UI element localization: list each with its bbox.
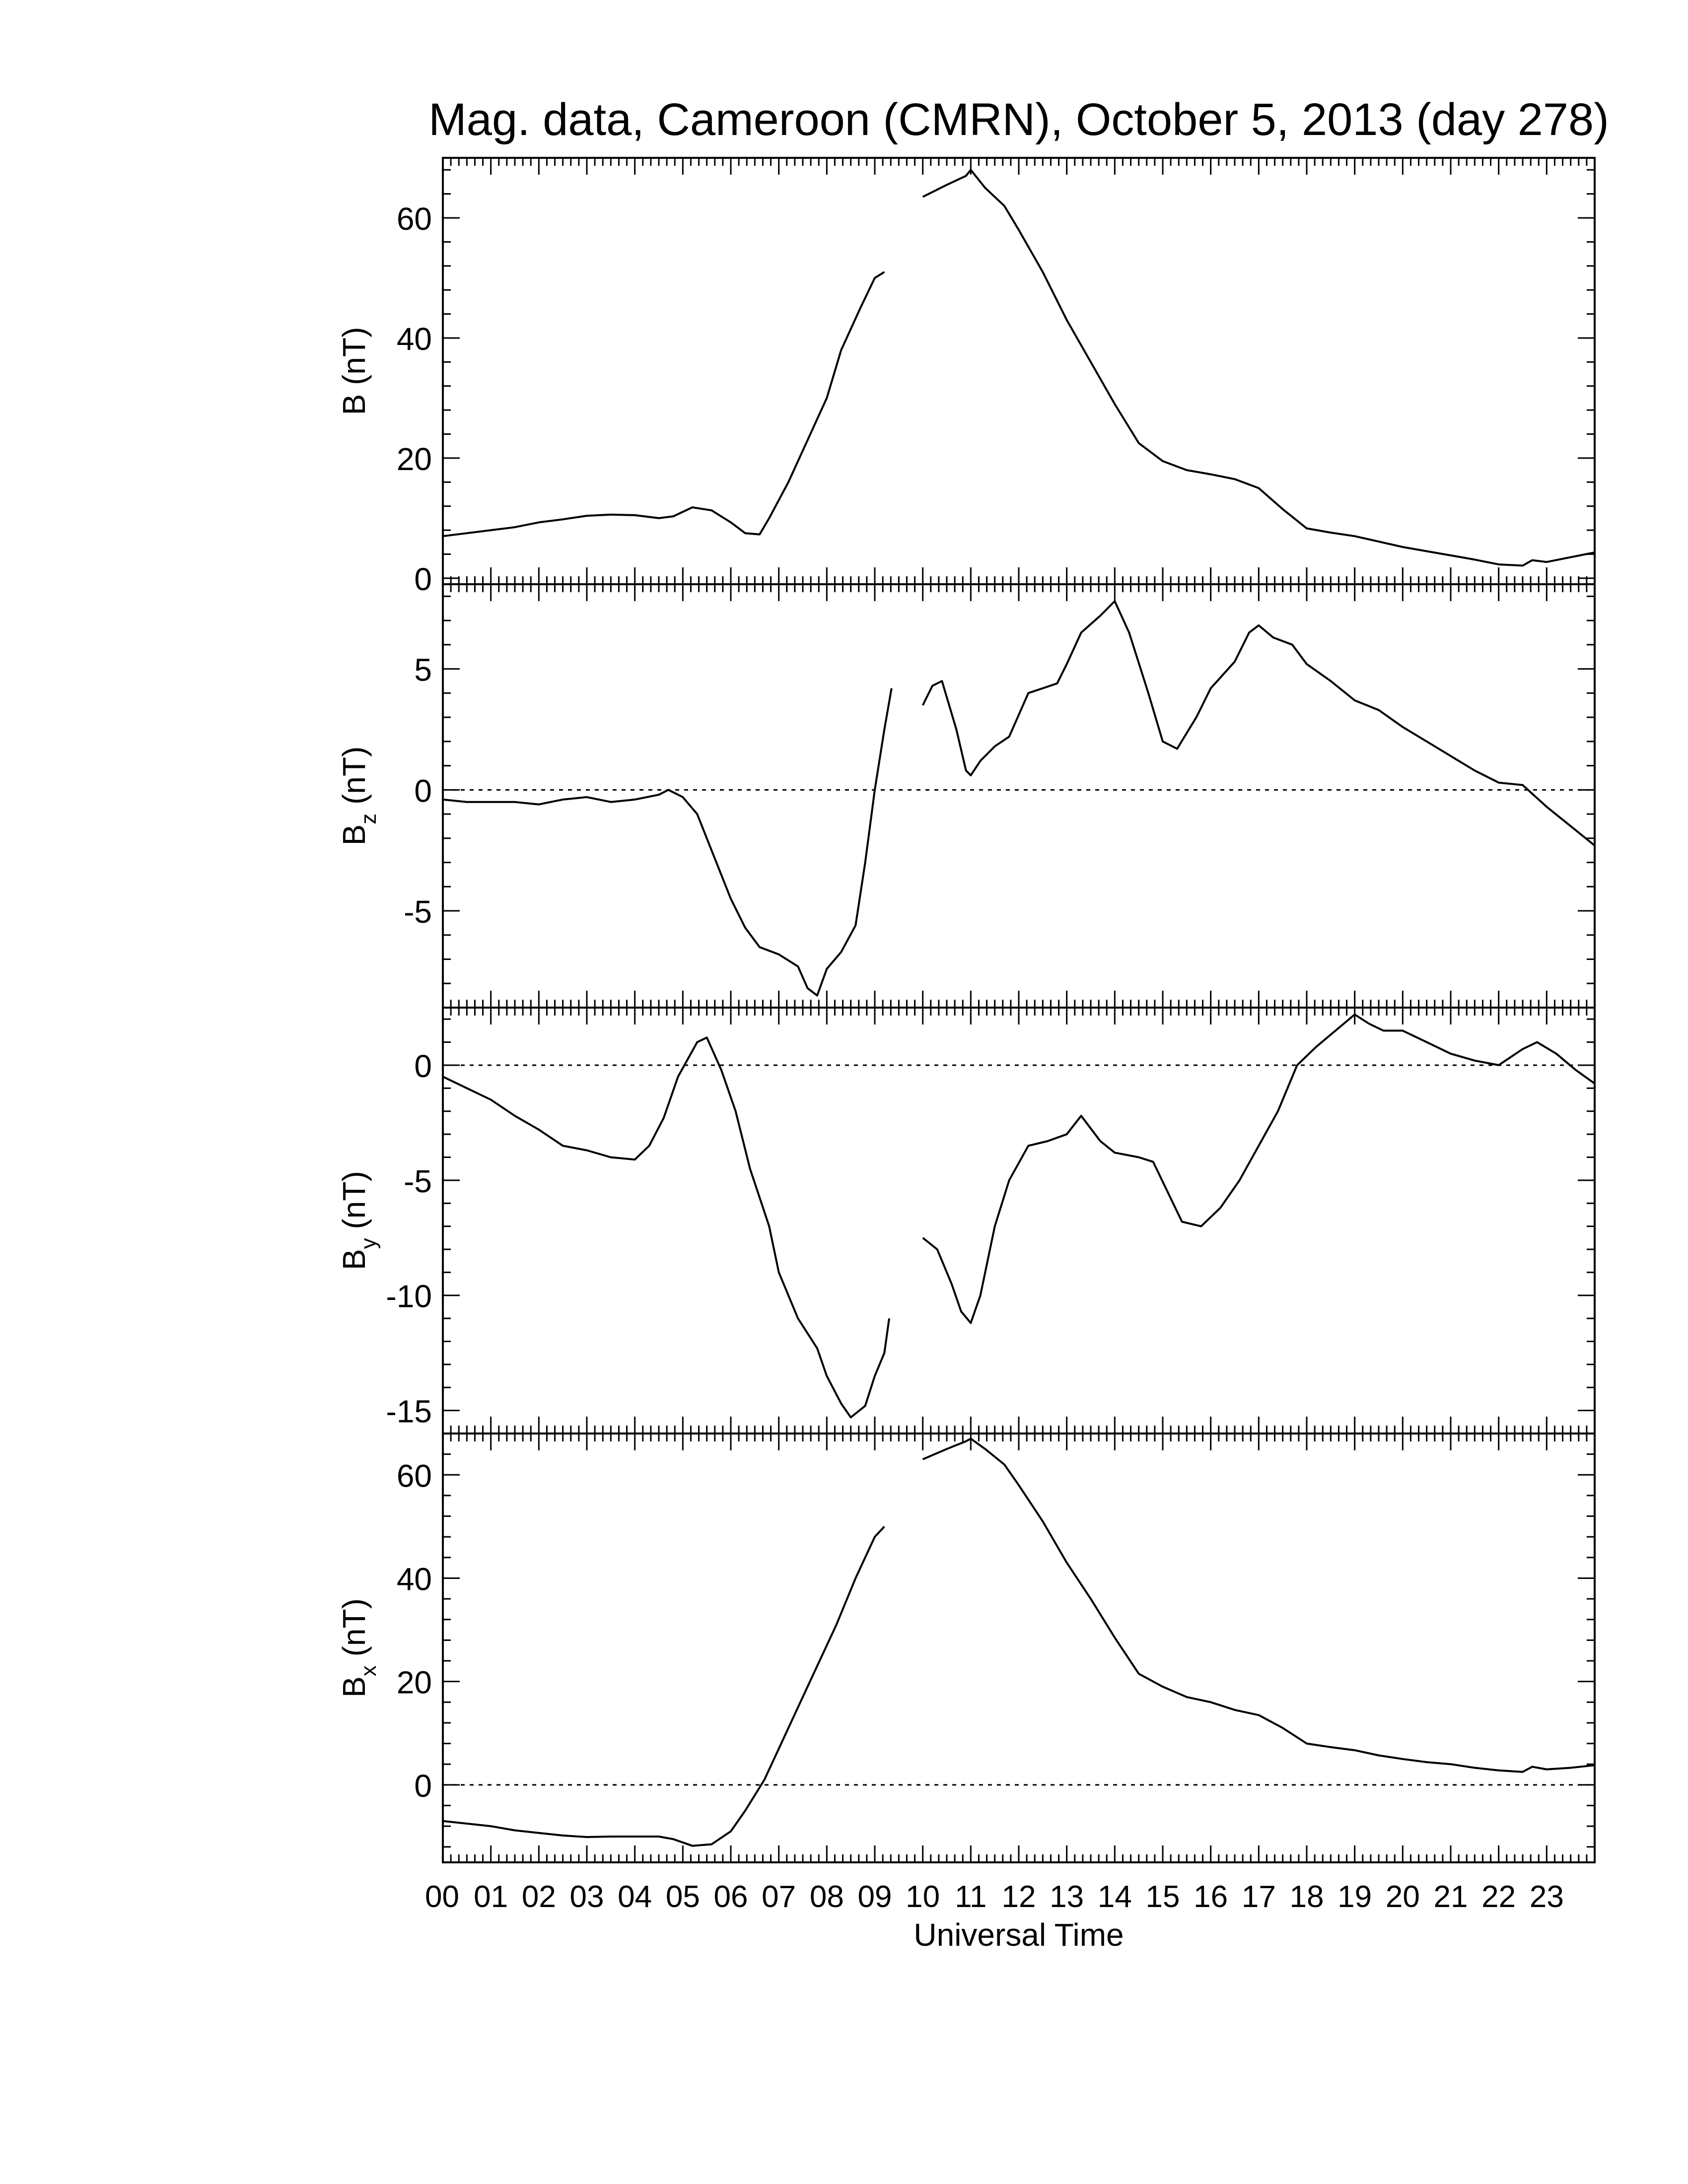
x-ticks [442,1008,1596,1433]
x-tick-label: 07 [762,1880,796,1914]
x-tick-label: 10 [906,1880,940,1914]
x-tick-label: 15 [1146,1880,1180,1914]
y-tick-labels: 0 20 40 60 [397,201,432,597]
series-line [442,688,893,997]
y-tick-label: -10 [386,1279,432,1314]
y-tick-label: 40 [397,1561,432,1597]
y-tick-label: -15 [386,1394,432,1430]
plot-frame [442,1433,1596,1863]
x-tick-labels: 00 01 02 03 04 05 06 07 08 09 10 11 12 13 14 15 16 17 18 19… [425,1880,1564,1914]
plot-frame [442,157,1596,585]
y-tick-label: 20 [397,441,432,477]
x-tick-label: 08 [810,1880,844,1914]
series-line [442,1036,890,1419]
y-tick-label: -5 [404,894,432,930]
y-tick-label: 0 [414,1768,432,1804]
x-ticks [442,584,1596,1008]
y-tick-labels: -15 -10 -5 0 [386,1048,432,1430]
plot-frame [442,1007,1596,1434]
x-ticks [442,1433,1596,1862]
panel-by: -15 -10 -5 0 By (nT) [336,1007,1596,1434]
x-tick-label: 05 [666,1880,700,1914]
x-tick-label: 22 [1481,1880,1516,1914]
x-tick-label: 13 [1050,1880,1084,1914]
y-tick-label: 5 [414,652,432,688]
y-tick-label: 60 [397,1458,432,1494]
series [442,600,1596,997]
series [442,1013,1596,1419]
x-tick-label: 00 [425,1880,459,1914]
series-line [921,600,1596,846]
series-line [442,271,885,538]
y-tick-label: 60 [397,201,432,237]
panel-b: 0 20 40 60 B (nT) [336,157,1596,597]
x-tick-label: 12 [1002,1880,1036,1914]
y-axis-label: Bx (nT) [336,1598,381,1698]
y-axis-label: Bz (nT) [336,747,381,846]
x-tick-label: 21 [1434,1880,1468,1914]
y-tick-labels: -5 0 5 [404,652,432,930]
x-tick-label: 17 [1242,1880,1276,1914]
x-axis-label: Universal Time [914,1917,1124,1953]
y-tick-label: -5 [404,1163,432,1199]
x-tick-label: 14 [1098,1880,1132,1914]
x-tick-label: 18 [1290,1880,1324,1914]
x-tick-label: 09 [858,1880,892,1914]
x-tick-label: 23 [1530,1880,1564,1914]
y-tick-label: 40 [397,321,432,357]
panel-bx: 0 20 40 60 Bx (nT) [336,1433,1596,1863]
x-tick-label: 16 [1194,1880,1228,1914]
series [442,1437,1595,1847]
x-ticks [442,158,1596,584]
y-tick-label: 0 [414,561,432,597]
y-axis-label: By (nT) [336,1171,381,1270]
panel-bz: -5 0 5 Bz (nT) [336,583,1596,1009]
y-tick-label: 20 [397,1665,432,1701]
x-tick-label: 06 [714,1880,748,1914]
x-tick-label: 02 [522,1880,556,1914]
plot-frame [442,583,1596,1009]
series-line [442,1526,885,1847]
y-tick-label: 0 [414,773,432,809]
y-tick-label: 0 [414,1048,432,1084]
x-tick-label: 03 [570,1880,604,1914]
chart-title: Mag. data, Cameroon (CMRN), October 5, 2… [428,94,1609,145]
y-ticks [443,169,1595,579]
x-tick-label: 19 [1337,1880,1372,1914]
series-line [922,1013,1596,1324]
series-line [922,1437,1595,1773]
y-ticks [443,1018,1595,1434]
x-tick-label: 11 [955,1880,986,1914]
series [442,169,1595,567]
y-tick-labels: 0 20 40 60 [397,1458,432,1804]
x-tick-label: 20 [1386,1880,1420,1914]
y-axis-label: B (nT) [336,327,372,415]
x-tick-label: 01 [474,1880,508,1914]
x-tick-label: 04 [618,1880,652,1914]
series-line [922,169,1595,567]
